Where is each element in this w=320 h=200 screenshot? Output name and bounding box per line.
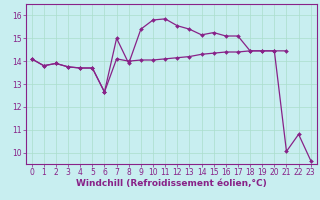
X-axis label: Windchill (Refroidissement éolien,°C): Windchill (Refroidissement éolien,°C): [76, 179, 267, 188]
